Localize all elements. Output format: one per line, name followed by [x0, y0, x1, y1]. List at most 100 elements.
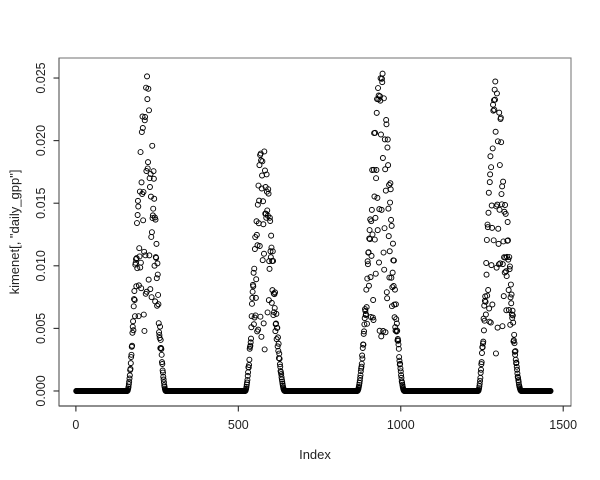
- data-point: [397, 368, 404, 375]
- data-point: [261, 250, 267, 257]
- data-point: [150, 168, 157, 175]
- data-point: [278, 371, 285, 378]
- data-point: [131, 296, 138, 303]
- data-point: [376, 259, 382, 266]
- data-point: [278, 374, 285, 381]
- data-point: [489, 301, 496, 308]
- data-point: [513, 359, 520, 366]
- data-point: [493, 90, 500, 97]
- data-point: [504, 219, 511, 225]
- data-point: [141, 117, 148, 124]
- data-point: [275, 347, 282, 354]
- data-point: [259, 257, 266, 264]
- data-point: [139, 124, 146, 131]
- data-point: [130, 318, 137, 325]
- data-point: [258, 333, 265, 340]
- data-point: [154, 302, 161, 309]
- data-point: [243, 383, 250, 390]
- data-point: [269, 248, 276, 255]
- data-point: [477, 369, 484, 376]
- data-point: [379, 70, 386, 77]
- data-point: [484, 221, 491, 228]
- data-point: [489, 224, 496, 231]
- data-point: [377, 131, 384, 138]
- data-point: [148, 294, 155, 301]
- data-point: [130, 303, 137, 310]
- data-point: [498, 201, 505, 208]
- data-point: [151, 195, 158, 202]
- data-point: [260, 221, 267, 228]
- data-point: [154, 271, 161, 278]
- data-point: [259, 158, 266, 165]
- data-point: [390, 257, 397, 264]
- data-point: [359, 352, 366, 359]
- data-point: [374, 227, 381, 234]
- data-point: [480, 327, 487, 334]
- data-point: [138, 285, 145, 292]
- data-point: [487, 171, 494, 178]
- data-point: [250, 283, 257, 290]
- data-point: [486, 318, 493, 325]
- data-point: [495, 261, 502, 268]
- data-point: [263, 171, 270, 178]
- data-point: [153, 254, 160, 261]
- data-point: [508, 311, 515, 318]
- data-point: [244, 379, 251, 386]
- data-point: [487, 319, 494, 326]
- data-point: [276, 361, 283, 368]
- data-point: [146, 107, 152, 114]
- data-point: [362, 308, 369, 315]
- data-point: [129, 342, 136, 349]
- data-point: [479, 344, 486, 351]
- data-point: [150, 175, 157, 182]
- data-point: [276, 355, 283, 362]
- data-point: [146, 252, 153, 259]
- data-point: [391, 286, 398, 293]
- data-point: [393, 328, 400, 335]
- data-point: [370, 297, 377, 303]
- data-point: [361, 328, 368, 335]
- data-point: [154, 260, 161, 267]
- data-point: [491, 106, 498, 113]
- data-point: [153, 240, 160, 247]
- data-point: [256, 197, 263, 204]
- data-point: [394, 327, 401, 334]
- data-point: [376, 327, 383, 334]
- data-point: [395, 337, 402, 344]
- data-point: [396, 354, 403, 361]
- data-point: [502, 202, 509, 208]
- data-point: [388, 222, 395, 229]
- data-point: [137, 259, 144, 266]
- data-point: [130, 327, 137, 334]
- data-point: [141, 327, 148, 334]
- data-point: [382, 329, 389, 336]
- data-point: [511, 331, 518, 338]
- data-point: [393, 316, 400, 323]
- data-point: [503, 307, 510, 314]
- data-point: [279, 378, 286, 385]
- data-point: [361, 321, 368, 328]
- data-point: [270, 312, 277, 319]
- data-point: [270, 290, 277, 297]
- data-point: [365, 282, 372, 289]
- data-point: [372, 129, 379, 136]
- data-point: [364, 275, 371, 282]
- data-point: [134, 212, 141, 219]
- data-point: [492, 128, 499, 135]
- data-point: [489, 145, 496, 152]
- data-point: [512, 348, 519, 355]
- data-point: [255, 326, 262, 333]
- data-point: [511, 348, 518, 355]
- data-point: [357, 372, 364, 379]
- data-point: [148, 233, 155, 240]
- data-point: [135, 313, 142, 320]
- data-point: [145, 159, 151, 166]
- data-point: [133, 220, 140, 227]
- data-point: [145, 85, 152, 92]
- data-point: [152, 216, 159, 223]
- data-point: [378, 206, 385, 213]
- data-point: [150, 205, 157, 212]
- scatter-points: [73, 70, 554, 394]
- data-point: [503, 273, 510, 280]
- data-point: [389, 269, 396, 276]
